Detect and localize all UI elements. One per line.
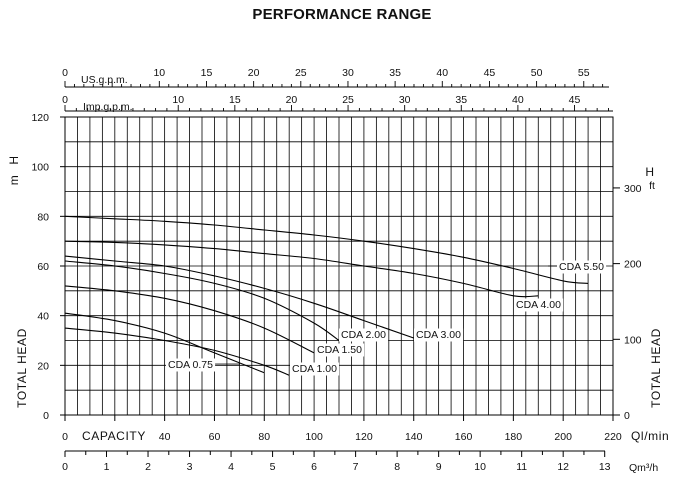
performance-curves: CDA 0.75 CDA 1.00 CDA 1.50 CDA 2.00 CDA 3.00… [64,215,607,376]
curve-label-bg [414,328,464,342]
impgpm-tick-label: 40 [512,94,524,106]
impgpm-tick-label: 0 [62,94,68,106]
x-tick-label: 0 [62,431,68,443]
curve-cda-5-50 [64,215,589,284]
m3h-tick-label: 3 [187,461,193,473]
y-ft-tick-label: 100 [624,334,642,346]
x-tick-label: 160 [455,431,473,443]
usgpm-tick-label: 10 [153,67,165,79]
m3h-tick-label: 4 [228,461,234,473]
y-tick-label: 120 [31,112,49,124]
curve-cda-1-00 [64,327,290,376]
curve-cda-3-00 [64,255,414,339]
impgpm-tick-label: 35 [455,94,467,106]
curve-cda-0-75 [64,312,265,374]
usgpm-tick-label: 45 [484,67,496,79]
usgpm-tick-label: 15 [201,67,213,79]
curve-label: CDA 1.00 [292,363,337,375]
curve-label: CDA 1.50 [317,344,362,356]
impgpm-tick-label: 25 [342,94,354,106]
impgpm-tick-label: 45 [569,94,581,106]
curve-label-bg [315,343,365,357]
m3h-tick-label: 11 [516,461,527,473]
y-tick-label: 0 [43,410,49,422]
curve-cda-4-00 [64,240,539,298]
x-axis-unit: Ql/min [631,429,669,443]
usgpm-tick-label: 55 [578,67,590,79]
y-tick-label: 60 [37,261,49,273]
m3h-tick-label: 7 [353,461,359,473]
y-axis-title-right: TOTAL HEAD [649,328,663,408]
m3h-unit: Qm³/h [629,462,658,474]
usgpm-unit: US.g.p.m. [81,74,128,86]
impgpm-tick-label: 10 [172,94,184,106]
impgpm-tick-label: 20 [286,94,298,106]
m3h-tick-label: 6 [311,461,317,473]
y-ft-unit-h: H [645,165,654,179]
y-ft-tick-label: 300 [624,183,642,195]
m3h-tick-label: 10 [474,461,486,473]
m3h-tick-label: 2 [145,461,151,473]
m3h-tick-label: 8 [394,461,400,473]
impgpm-unit: Imp.g.p.m. [83,101,133,113]
curve-cda-1-50 [64,285,315,354]
x-tick-label: 220 [604,431,622,443]
usgpm-tick-label: 40 [436,67,448,79]
usgpm-tick-label: 25 [295,67,307,79]
m3h-tick-label: 0 [62,461,68,473]
usgpm-tick-label: 50 [531,67,543,79]
axis-labels: Qm³/h US.g.p.m. Imp.g.p.m. CAPACITY Ql/min TO… [7,74,669,474]
usgpm-tick-label: 30 [342,67,354,79]
x-tick-label: 60 [209,431,221,443]
curve-label-bg [339,328,389,342]
curve-label-bg [166,358,216,372]
impgpm-tick-label: 15 [229,94,241,106]
usgpm-tick-label: 35 [389,67,401,79]
x-tick-label: 80 [258,431,270,443]
x-tick-label: 40 [159,431,171,443]
curve-label: CDA 2.00 [341,329,386,341]
y-tick-label: 40 [37,311,49,323]
x-axis-title: CAPACITY [82,429,146,443]
m3h-tick-label: 5 [270,461,276,473]
y-tick-label: 20 [37,360,49,372]
y-ft-tick-label: 0 [624,410,630,422]
y-axis-title: TOTAL HEAD [15,328,29,408]
y-tick-label: 80 [37,211,49,223]
y-unit-m: m [7,175,21,186]
x-tick-label: 140 [405,431,423,443]
chart-title: PERFORMANCE RANGE [252,6,432,23]
y-ft-unit-ft: ft [649,180,655,192]
x-tick-label: 200 [554,431,572,443]
impgpm-tick-label: 30 [399,94,411,106]
m3h-tick-label: 12 [557,461,569,473]
curve-label: CDA 5.50 [559,261,604,273]
curve-label: CDA 0.75 [168,359,213,371]
x-tick-label: 100 [305,431,323,443]
curve-label: CDA 3.00 [416,329,461,341]
m3h-tick-label: 1 [104,461,110,473]
y-ft-tick-label: 200 [624,259,642,271]
m3h-tick-label: 9 [436,461,442,473]
x-tick-label: 180 [505,431,523,443]
curve-label-bg [514,298,564,312]
curve-label-bg [557,260,607,274]
m3h-tick-label: 13 [599,461,611,473]
curve-label: CDA 4.00 [516,299,561,311]
curve-cda-2-00 [64,260,340,341]
curve-label-bg [290,362,340,376]
y-tick-label: 100 [31,162,49,174]
usgpm-tick-label: 20 [248,67,260,79]
y-unit-h: H [7,155,21,164]
x-tick-label: 120 [355,431,373,443]
usgpm-tick-label: 0 [62,67,68,79]
